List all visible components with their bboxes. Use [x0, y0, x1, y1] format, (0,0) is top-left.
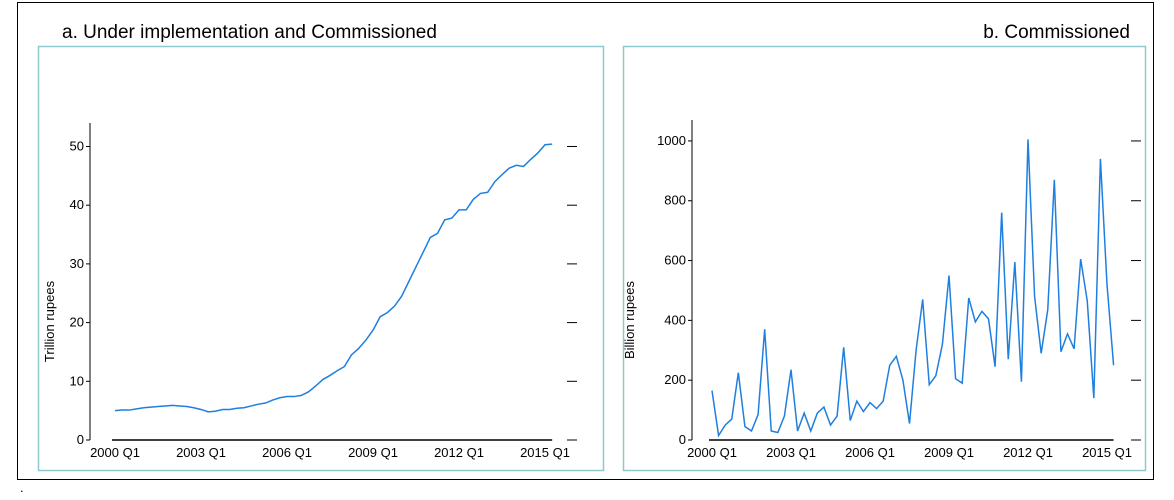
footnote: .	[20, 480, 24, 495]
x-tick-label: 2012 Q1	[434, 445, 484, 460]
x-tick-label: 2009 Q1	[348, 445, 398, 460]
x-tick-label: 2006 Q1	[262, 445, 312, 460]
panel-border	[37, 45, 605, 472]
x-tick-label: 2012 Q1	[1003, 445, 1053, 460]
y-tick-label: 600	[664, 253, 686, 268]
y-tick-label: 1000	[657, 133, 686, 148]
frame	[17, 2, 1154, 480]
x-tick-label: 2015 Q1	[1082, 445, 1132, 460]
y-tick-label: 40	[70, 197, 84, 212]
panel-border	[622, 45, 1147, 472]
y-tick-label: 10	[70, 373, 84, 388]
y-tick-label: 0	[679, 432, 686, 447]
x-tick-label: 2009 Q1	[924, 445, 974, 460]
y-tick-label: 20	[70, 315, 84, 330]
y-tick-label: 400	[664, 312, 686, 327]
y-tick-label: 0	[77, 432, 84, 447]
x-tick-label: 2006 Q1	[845, 445, 895, 460]
x-tick-label: 2000 Q1	[90, 445, 140, 460]
x-tick-label: 2003 Q1	[176, 445, 226, 460]
y-tick-label: 50	[70, 138, 84, 153]
data-line	[711, 139, 1115, 438]
y-axis-label: Billion rupees	[622, 280, 637, 359]
x-tick-label: 2015 Q1	[520, 445, 570, 460]
x-tick-label: 2003 Q1	[766, 445, 816, 460]
chart-title: a. Under implementation and Commissioned	[62, 22, 437, 43]
y-tick-label: 800	[664, 193, 686, 208]
y-axis-label: Trillion rupees	[42, 280, 57, 362]
y-tick-label: 30	[70, 256, 84, 271]
data-line	[114, 143, 553, 413]
x-tick-label: 2000 Q1	[687, 445, 737, 460]
chart-title: b. Commissioned	[983, 22, 1130, 43]
y-tick-label: 200	[664, 372, 686, 387]
